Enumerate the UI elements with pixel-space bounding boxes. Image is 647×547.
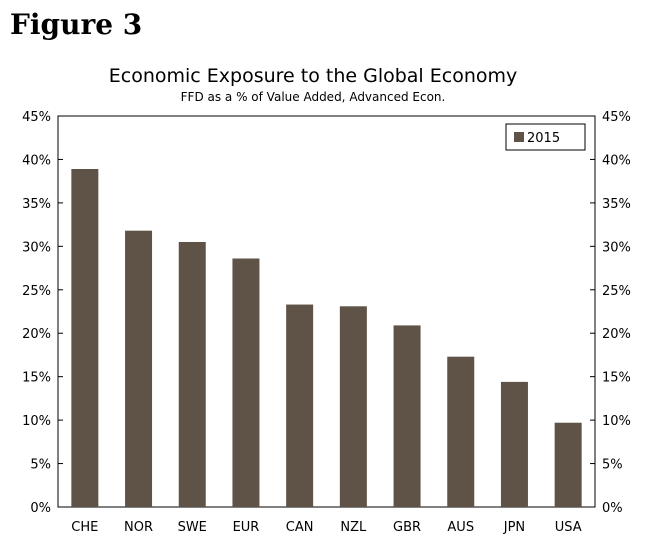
bar-can [286, 304, 314, 507]
bar-nzl [339, 306, 367, 507]
ytick-label-left: 35% [22, 197, 51, 212]
ytick-label-right: 30% [602, 240, 631, 255]
xtick-label-aus: AUS [447, 520, 474, 535]
bar-eur [232, 258, 260, 507]
ytick-label-left: 10% [22, 414, 51, 429]
xtick-label-usa: USA [555, 520, 582, 535]
bar-swe [178, 241, 206, 507]
ytick-label-left: 15% [22, 371, 51, 386]
chart-title: Economic Exposure to the Global Economy [109, 65, 518, 87]
chart-subtitle: FFD as a % of Value Added, Advanced Econ… [181, 90, 446, 104]
plot-area-frame [57, 115, 596, 508]
ytick-label-right: 5% [602, 458, 623, 473]
bar-che [71, 169, 99, 507]
xtick-label-jpn: JPN [503, 520, 525, 535]
ytick-label-right: 40% [602, 153, 631, 168]
xtick-label-che: CHE [71, 520, 98, 535]
xtick-label-gbr: GBR [393, 520, 421, 535]
xtick-label-nzl: NZL [340, 520, 367, 535]
ytick-label-left: 25% [22, 284, 51, 299]
ytick-label-left: 30% [22, 240, 51, 255]
xtick-label-nor: NOR [124, 520, 153, 535]
ytick-label-left: 40% [22, 153, 51, 168]
ytick-label-right: 45% [602, 110, 631, 125]
bar-jpn [500, 381, 528, 507]
ytick-label-right: 15% [602, 371, 631, 386]
bar-gbr [393, 325, 421, 507]
ytick-label-left: 5% [30, 458, 51, 473]
bar-usa [554, 422, 582, 507]
bar-aus [447, 356, 475, 507]
ytick-label-left: 20% [22, 327, 51, 342]
legend-label: 2015 [527, 131, 560, 146]
ytick-label-left: 0% [30, 501, 51, 516]
legend-swatch [514, 132, 524, 142]
figure-label: Figure 3 [10, 8, 143, 41]
ytick-label-right: 20% [602, 327, 631, 342]
xtick-label-swe: SWE [178, 520, 207, 535]
xtick-label-can: CAN [286, 520, 314, 535]
ytick-label-right: 35% [602, 197, 631, 212]
ytick-label-right: 25% [602, 284, 631, 299]
ytick-label-right: 0% [602, 501, 623, 516]
xtick-label-eur: EUR [233, 520, 260, 535]
ytick-label-left: 45% [22, 110, 51, 125]
bar-nor [125, 230, 153, 507]
legend: 2015 [505, 123, 586, 151]
ytick-label-right: 10% [602, 414, 631, 429]
